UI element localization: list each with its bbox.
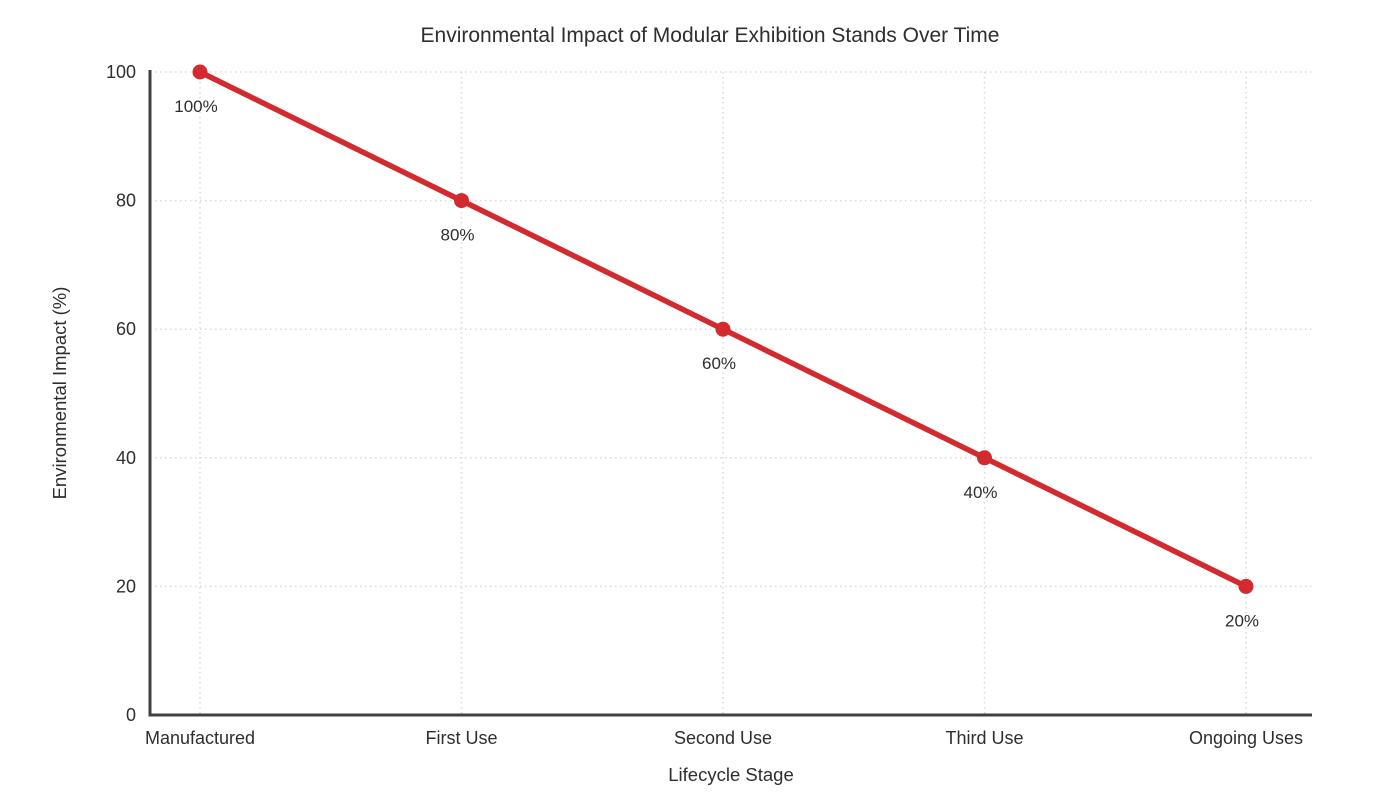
data-point-label: 40% bbox=[963, 483, 997, 502]
gridlines bbox=[150, 71, 1312, 715]
y-tick-label: 20 bbox=[116, 576, 136, 596]
x-tick-label: Ongoing Uses bbox=[1189, 728, 1303, 748]
axes bbox=[148, 70, 1312, 717]
data-point-label: 80% bbox=[440, 226, 474, 245]
data-point-label: 100% bbox=[174, 97, 217, 116]
data-point bbox=[1238, 578, 1254, 594]
data-point bbox=[454, 193, 469, 209]
data-point bbox=[192, 64, 208, 80]
data-point-label: 60% bbox=[702, 354, 736, 373]
x-tick-label: Third Use bbox=[945, 728, 1023, 748]
y-tick-label: 100 bbox=[106, 62, 136, 82]
x-tick-label: First Use bbox=[426, 728, 498, 748]
y-tick-label: 80 bbox=[116, 191, 136, 211]
data-point-label: 20% bbox=[1225, 611, 1259, 630]
x-tick-label: Second Use bbox=[674, 728, 772, 748]
tick-labels: 0 20 40 60 80 100 Manufactured First Use Second … bbox=[106, 62, 1303, 748]
chart-title: Environmental Impact of Modular Exhibiti… bbox=[421, 24, 1000, 47]
data-point bbox=[977, 450, 992, 466]
series-environmental-impact: 100% 80% 60% 40% 20% bbox=[174, 64, 1259, 630]
x-axis-title: Lifecycle Stage bbox=[668, 764, 793, 785]
x-tick-label: Manufactured bbox=[145, 728, 255, 748]
data-point bbox=[715, 321, 731, 337]
y-tick-label: 0 bbox=[126, 705, 136, 725]
y-tick-label: 60 bbox=[116, 319, 136, 339]
y-tick-label: 40 bbox=[116, 448, 136, 468]
y-axis-title: Environmental Impact (%) bbox=[49, 287, 70, 500]
